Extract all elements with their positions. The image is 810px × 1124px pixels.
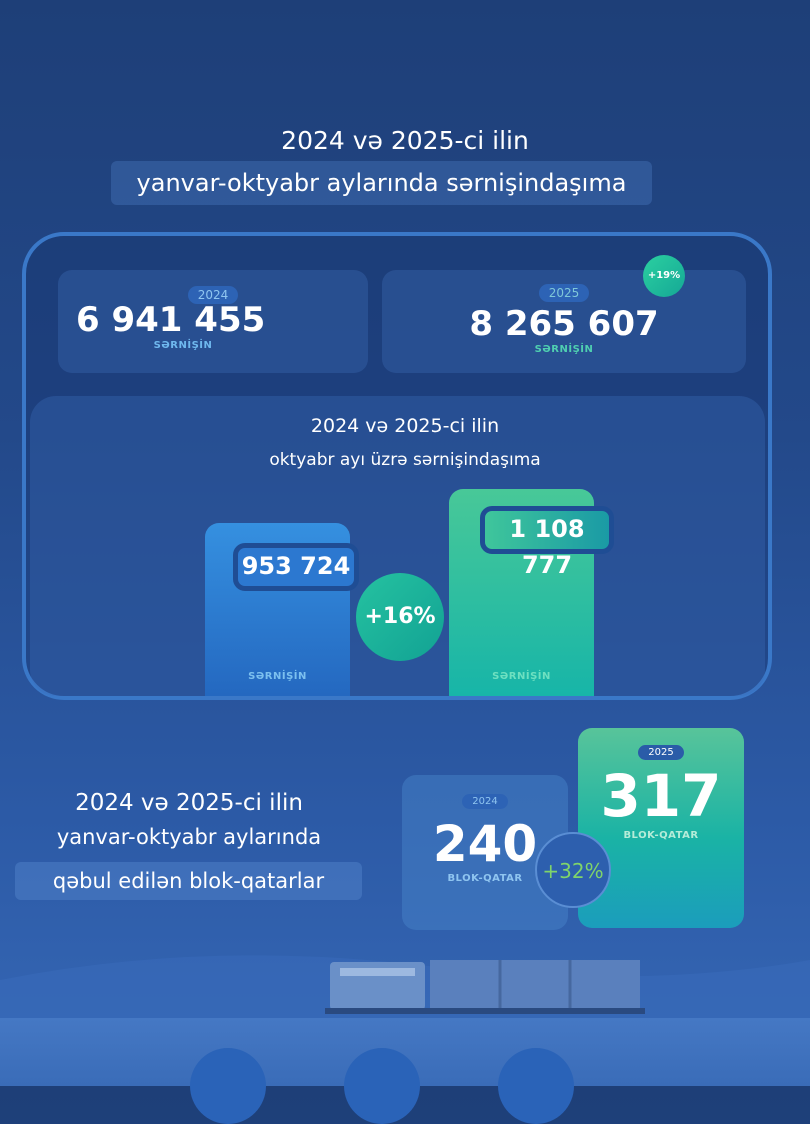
block-title-line1: 2024 və 2025-ci ilin: [75, 790, 303, 816]
decor-circle: [344, 1048, 420, 1124]
year-pill: 2024: [187, 286, 239, 304]
value-badge-2025: 1 108 777: [480, 506, 614, 579]
unit-label: BLOK-QATAR: [623, 830, 699, 841]
total-value: 8 265 607: [469, 304, 659, 344]
block-value: 240: [432, 815, 538, 873]
block-title-line3: qəbul edilən blok-qatarlar: [15, 862, 362, 900]
total-card-2024: 2024 6 941 455 SƏRNİŞİN: [58, 270, 368, 373]
change-badge-19: +19%: [643, 255, 685, 297]
title-line2: yanvar-oktyabr aylarında sərnişindaşıma: [111, 161, 652, 205]
bar-unit: SƏRNİŞİN: [248, 671, 307, 682]
block-card-2025: 2025 317 BLOK-QATAR: [578, 728, 744, 928]
decor-circle: [190, 1048, 266, 1124]
year-pill: 2025: [638, 745, 684, 760]
total-value: 6 941 455: [76, 300, 266, 340]
unit-label: BLOK-QATAR: [447, 873, 523, 884]
year-pill: 2025: [538, 284, 590, 302]
year-pill: 2024: [462, 794, 508, 809]
value-badge-2024: 953 724: [233, 543, 359, 591]
unit-label: SƏRNİŞİN: [153, 340, 213, 351]
wagon-icon: [430, 960, 640, 1010]
october-title-line2: oktyabr ayı üzrə sərnişindaşıma: [269, 450, 541, 470]
decor-circle: [498, 1048, 574, 1124]
change-badge-32: +32%: [535, 832, 611, 908]
change-badge-16: +16%: [356, 573, 444, 661]
block-title-line2: yanvar-oktyabr aylarında: [56, 825, 322, 849]
october-title-line1: 2024 və 2025-ci ilin: [310, 415, 500, 437]
block-value: 317: [600, 762, 722, 830]
total-card-2025: 2025 8 265 607 SƏRNİŞİN: [382, 270, 746, 373]
title-line1: 2024 və 2025-ci ilin: [281, 126, 529, 155]
block-card-2024: 2024 240 BLOK-QATAR: [402, 775, 568, 930]
bar-unit: SƏRNİŞİN: [492, 671, 551, 682]
train-illustration: [0, 955, 810, 1020]
unit-label: SƏRNİŞİN: [534, 344, 594, 355]
